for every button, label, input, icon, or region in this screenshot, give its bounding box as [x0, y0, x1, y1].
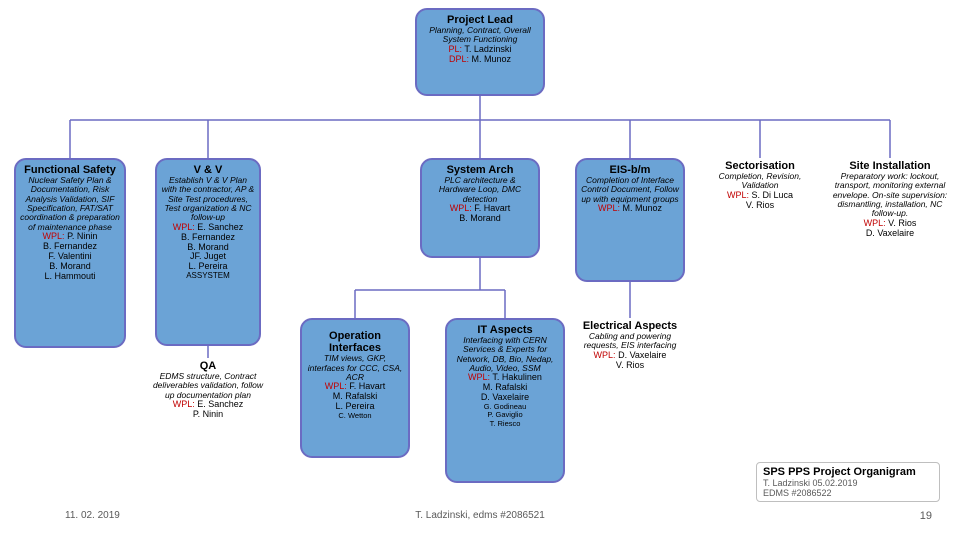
- node-project-lead: Project Lead Planning, Contract, Overall…: [415, 8, 545, 96]
- node-site-installation: Site Installation Preparatory work: lock…: [828, 158, 952, 241]
- footer-date: 11. 02. 2019: [65, 510, 120, 521]
- node-it-aspects: IT Aspects Interfacing with CERN Service…: [445, 318, 565, 483]
- node-sectorisation: Sectorisation Completion, Revision, Vali…: [708, 158, 812, 213]
- node-operation-interfaces: Operation Interfaces TIM views, GKP, int…: [300, 318, 410, 458]
- node-electrical-aspects: Electrical Aspects Cabling and powering …: [575, 318, 685, 373]
- page-number: 19: [920, 510, 932, 522]
- footer-center: T. Ladzinski, edms #2086521: [330, 510, 630, 521]
- node-system-arch: System Arch PLC architecture & Hardware …: [420, 158, 540, 258]
- project-lead-desc: Planning, Contract, Overall System Funct…: [423, 26, 537, 45]
- node-eis-bm: EIS-b/m Completion of Interface Control …: [575, 158, 685, 282]
- project-lead-pl: PL: T. Ladzinski DPL: M. Munoz: [423, 45, 537, 65]
- node-v-and-v: V & V Establish V & V Plan with the cont…: [155, 158, 261, 346]
- footer-title-box: SPS PPS Project Organigram T. Ladzinski …: [756, 462, 940, 502]
- node-functional-safety: Functional Safety Nuclear Safety Plan & …: [14, 158, 126, 348]
- node-qa: QA EDMS structure, Contract deliverables…: [150, 358, 266, 422]
